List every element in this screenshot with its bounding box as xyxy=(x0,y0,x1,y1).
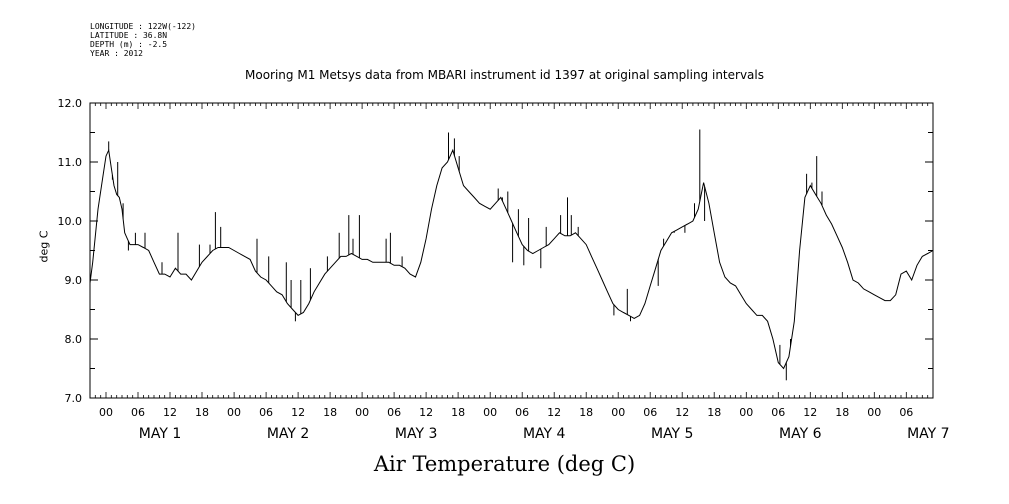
x-tick-label: 06 xyxy=(643,406,657,419)
x-day-label: MAY 1 xyxy=(139,426,181,442)
x-tick-label: 12 xyxy=(675,406,689,419)
y-tick-label: 8.0 xyxy=(65,333,83,346)
x-axis-ticks xyxy=(89,103,934,398)
x-tick-label: 06 xyxy=(515,406,529,419)
x-tick-label: 12 xyxy=(547,406,561,419)
x-tick-label: 12 xyxy=(803,406,817,419)
y-tick-label: 9.0 xyxy=(65,274,83,287)
x-tick-label: 00 xyxy=(355,406,369,419)
x-tick-label: 06 xyxy=(131,406,145,419)
x-tick-label: 12 xyxy=(419,406,433,419)
x-day-label: MAY 3 xyxy=(395,426,437,442)
x-day-label: MAY 6 xyxy=(779,426,822,442)
header-latitude: LATITUDE : 36.8N xyxy=(90,31,168,40)
header-longitude: LONGITUDE : 122W(-122) xyxy=(90,22,196,31)
x-tick-label: 00 xyxy=(483,406,497,419)
x-tick-label: 00 xyxy=(867,406,881,419)
chart-title: Mooring M1 Metsys data from MBARI instru… xyxy=(245,68,764,82)
y-axis-ticks xyxy=(90,102,933,399)
y-tick-label: 7.0 xyxy=(65,392,83,405)
x-tick-label: 18 xyxy=(323,406,337,419)
x-tick-label: 06 xyxy=(899,406,913,419)
x-tick-label: 18 xyxy=(835,406,849,419)
header-depth: DEPTH (m) : -2.5 xyxy=(90,40,168,49)
plot-frame xyxy=(89,102,934,399)
x-day-label: MAY 5 xyxy=(651,426,693,442)
x-tick-label: 12 xyxy=(291,406,305,419)
x-tick-label: 06 xyxy=(771,406,785,419)
x-day-label: MAY 2 xyxy=(267,426,309,442)
x-tick-label: 18 xyxy=(579,406,593,419)
x-tick-label: 18 xyxy=(195,406,209,419)
x-day-label: MAY 4 xyxy=(523,426,566,442)
x-axis-label: Air Temperature (deg C) xyxy=(373,452,636,476)
x-tick-label: 06 xyxy=(387,406,401,419)
y-tick-label: 10.0 xyxy=(58,215,83,228)
series-line xyxy=(89,148,934,370)
x-tick-label: 18 xyxy=(451,406,465,419)
x-tick-label: 00 xyxy=(99,406,113,419)
x-tick-label: 00 xyxy=(227,406,241,419)
x-tick-label: 00 xyxy=(739,406,753,419)
header-year: YEAR : 2012 xyxy=(90,49,143,58)
x-tick-label: 18 xyxy=(707,406,721,419)
x-tick-label: 06 xyxy=(259,406,273,419)
y-tick-label: 12.0 xyxy=(58,97,83,110)
x-day-label: MAY 7 xyxy=(907,426,949,442)
x-tick-label: 12 xyxy=(163,406,177,419)
y-tick-label: 11.0 xyxy=(58,156,83,169)
x-tick-label: 00 xyxy=(611,406,625,419)
